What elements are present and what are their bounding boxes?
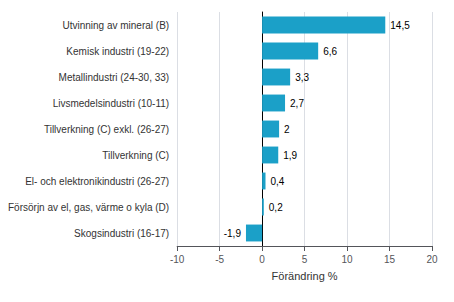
svg-text:Tillverkning (C) exkl. (26-27): Tillverkning (C) exkl. (26-27) — [44, 124, 169, 135]
svg-text:0,2: 0,2 — [269, 202, 283, 213]
svg-text:Livsmedelsindustri (10-11): Livsmedelsindustri (10-11) — [53, 98, 170, 109]
svg-text:15: 15 — [384, 254, 396, 265]
svg-text:2,7: 2,7 — [290, 98, 304, 109]
svg-text:3,3: 3,3 — [295, 72, 309, 83]
svg-text:El- och elektronikindustri (26: El- och elektronikindustri (26-27) — [25, 176, 169, 187]
svg-text:0,4: 0,4 — [271, 176, 285, 187]
svg-text:Utvinning av mineral (B): Utvinning av mineral (B) — [62, 20, 169, 31]
svg-text:14,5: 14,5 — [390, 20, 410, 31]
svg-text:6,6: 6,6 — [323, 46, 337, 57]
svg-text:0: 0 — [259, 254, 265, 265]
svg-text:5: 5 — [302, 254, 308, 265]
svg-text:Försörjn av el, gas, värme o k: Försörjn av el, gas, värme o kyla (D) — [8, 202, 169, 213]
svg-text:-1,9: -1,9 — [224, 228, 242, 239]
svg-text:20: 20 — [426, 254, 438, 265]
svg-text:Skogsindustri (16-17): Skogsindustri (16-17) — [74, 228, 169, 239]
svg-text:-5: -5 — [215, 254, 224, 265]
svg-text:Tillverkning (C): Tillverkning (C) — [102, 150, 169, 161]
svg-text:1,9: 1,9 — [283, 150, 297, 161]
svg-text:Förändring %: Förändring % — [272, 270, 338, 282]
svg-text:-10: -10 — [170, 254, 185, 265]
svg-text:2: 2 — [284, 124, 290, 135]
svg-text:Kemisk industri (19-22): Kemisk industri (19-22) — [66, 46, 169, 57]
svg-text:Metallindustri (24-30, 33): Metallindustri (24-30, 33) — [59, 72, 170, 83]
svg-text:10: 10 — [341, 254, 353, 265]
